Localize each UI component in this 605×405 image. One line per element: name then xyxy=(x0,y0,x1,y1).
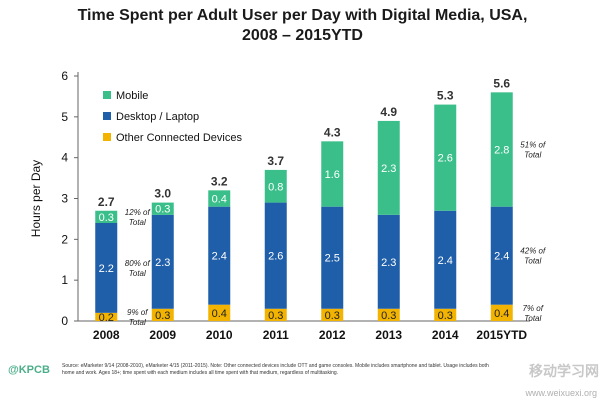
bar-segment xyxy=(377,308,400,321)
annotation-text: Total xyxy=(129,269,146,278)
kpcb-logo: @KPCB xyxy=(8,364,50,376)
title-line-2: 2008 – 2015YTD xyxy=(242,27,363,44)
bar-segment xyxy=(490,304,513,321)
annotation-text: 7% of xyxy=(523,304,544,313)
data-label: 2.5 xyxy=(325,253,340,265)
data-label: 0.8 xyxy=(268,181,283,193)
bar-segment xyxy=(208,206,231,305)
annotation-text: Total xyxy=(129,318,146,327)
legend-swatch xyxy=(103,91,111,99)
total-label: 4.3 xyxy=(324,125,341,139)
data-label: 2.4 xyxy=(494,251,509,263)
watermark-url: www.weixuexi.org xyxy=(525,388,597,398)
data-label: 2.3 xyxy=(155,257,170,269)
total-label: 4.9 xyxy=(380,105,397,119)
data-label: 1.6 xyxy=(325,169,340,181)
total-label: 5.3 xyxy=(437,89,454,103)
data-label: 0.3 xyxy=(268,310,283,322)
x-tick-label: 2015YTD xyxy=(476,328,527,342)
legend-swatch xyxy=(103,112,111,120)
bar-segment xyxy=(321,308,344,321)
y-tick-label: 0 xyxy=(61,314,68,328)
data-label: 2.6 xyxy=(438,153,453,165)
bar-segment xyxy=(208,190,231,207)
y-axis-label: Hours per Day xyxy=(29,160,43,237)
bar-segment xyxy=(490,206,513,305)
x-tick-label: 2014 xyxy=(432,328,459,342)
bar-segment xyxy=(208,304,231,321)
data-label: 0.3 xyxy=(325,310,340,322)
data-label: 0.3 xyxy=(99,212,114,224)
bar-segment xyxy=(95,312,118,321)
x-tick-label: 2008 xyxy=(93,328,120,342)
legend-label: Other Connected Devices xyxy=(116,132,242,144)
annotation-text: 42% of xyxy=(520,247,546,256)
total-label: 3.7 xyxy=(267,154,284,168)
bar-segment xyxy=(95,210,118,223)
annotation-text: Total xyxy=(524,151,541,160)
bar-segment xyxy=(151,214,174,309)
data-label: 2.6 xyxy=(268,251,283,263)
annotation-text: Total xyxy=(524,257,541,266)
data-label: 2.8 xyxy=(494,145,509,157)
legend-swatch xyxy=(103,133,111,141)
annotation-text: Total xyxy=(129,218,146,227)
annotation-text: 9% of xyxy=(127,308,148,317)
bar-segment xyxy=(377,214,400,309)
bar-segment xyxy=(434,104,457,211)
total-label: 3.2 xyxy=(211,174,228,188)
bar-segment xyxy=(151,308,174,321)
legend-label: Desktop / Laptop xyxy=(116,111,199,123)
legend-label: Mobile xyxy=(116,90,148,102)
data-label: 0.3 xyxy=(155,204,170,216)
bar-segment xyxy=(434,210,457,309)
bar-segment xyxy=(264,169,287,203)
y-tick-label: 1 xyxy=(61,273,68,287)
title-line-1: Time Spent per Adult User per Day with D… xyxy=(77,7,528,24)
bar-segment xyxy=(95,223,118,313)
total-label: 2.7 xyxy=(98,195,115,209)
data-label: 2.4 xyxy=(438,255,453,267)
y-tick-label: 2 xyxy=(61,232,68,246)
annotation-text: 12% of xyxy=(125,208,151,217)
x-tick-label: 2012 xyxy=(319,328,346,342)
x-tick-label: 2013 xyxy=(375,328,402,342)
data-label: 0.4 xyxy=(212,308,227,320)
chart-title: Time Spent per Adult User per Day with D… xyxy=(40,6,565,46)
x-tick-label: 2010 xyxy=(206,328,233,342)
bar-segment xyxy=(264,202,287,309)
bar-segment xyxy=(321,141,344,207)
data-label: 2.4 xyxy=(212,251,227,263)
bar-segment xyxy=(264,308,287,321)
data-label: 0.3 xyxy=(438,310,453,322)
data-label: 2.3 xyxy=(381,257,396,269)
data-label: 0.4 xyxy=(494,308,509,320)
bar-segment xyxy=(321,206,344,309)
total-label: 3.0 xyxy=(154,187,171,201)
source-note: Source: eMarketer 9/14 (2008-2010), eMar… xyxy=(62,363,489,376)
data-label: 2.3 xyxy=(381,163,396,175)
data-label: 0.2 xyxy=(99,312,114,324)
total-label: 5.6 xyxy=(493,76,510,90)
y-tick-label: 6 xyxy=(61,69,68,83)
y-tick-label: 4 xyxy=(61,151,68,165)
y-tick-label: 5 xyxy=(61,110,68,124)
bar-segment xyxy=(490,92,513,207)
bar-segment xyxy=(151,202,174,215)
data-label: 2.2 xyxy=(99,263,114,275)
annotation-text: 80% of xyxy=(125,259,151,268)
x-tick-label: 2009 xyxy=(149,328,176,342)
bar-segment xyxy=(377,120,400,215)
watermark: 移动学习网 xyxy=(529,363,599,379)
bar-segment xyxy=(434,308,457,321)
x-tick-label: 2011 xyxy=(263,328,289,342)
data-label: 0.3 xyxy=(155,310,170,322)
annotation-text: 51% of xyxy=(520,141,546,150)
data-label: 0.4 xyxy=(212,194,227,206)
y-tick-label: 3 xyxy=(61,192,68,206)
data-label: 0.3 xyxy=(381,310,396,322)
annotation-text: Total xyxy=(524,314,541,323)
